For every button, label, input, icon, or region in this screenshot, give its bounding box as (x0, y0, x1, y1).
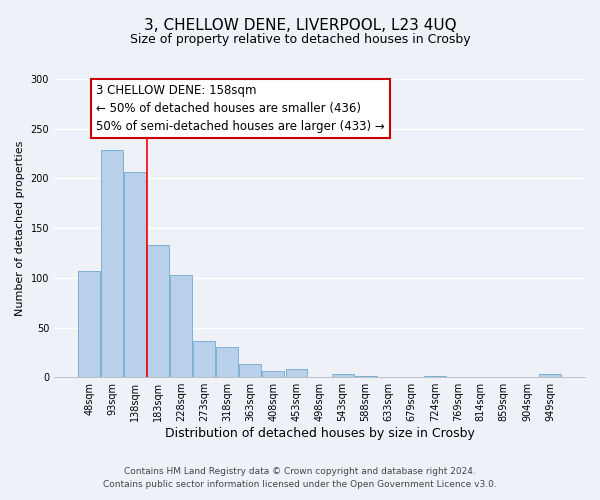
Bar (78, 271, 100, 377)
Bar (332, 374, 353, 377)
Bar (124, 172, 146, 377)
Bar (539, 374, 561, 377)
Text: Size of property relative to detached houses in Crosby: Size of property relative to detached ho… (130, 32, 470, 46)
Bar (193, 342, 215, 377)
Text: Contains HM Land Registry data © Crown copyright and database right 2024.
Contai: Contains HM Land Registry data © Crown c… (103, 468, 497, 489)
Text: 3 CHELLOW DENE: 158sqm
← 50% of detached houses are smaller (436)
50% of semi-de: 3 CHELLOW DENE: 158sqm ← 50% of detached… (96, 84, 385, 133)
Bar (355, 376, 377, 377)
Text: 3, CHELLOW DENE, LIVERPOOL, L23 4UQ: 3, CHELLOW DENE, LIVERPOOL, L23 4UQ (143, 18, 457, 32)
Bar (239, 364, 262, 377)
X-axis label: Distribution of detached houses by size in Crosby: Distribution of detached houses by size … (164, 427, 475, 440)
Bar (217, 348, 238, 377)
Bar (262, 371, 284, 377)
Bar (424, 376, 446, 377)
Bar (101, 150, 123, 377)
Y-axis label: Number of detached properties: Number of detached properties (15, 140, 25, 316)
Bar (147, 245, 169, 377)
Bar (170, 275, 192, 377)
Bar (286, 370, 307, 377)
